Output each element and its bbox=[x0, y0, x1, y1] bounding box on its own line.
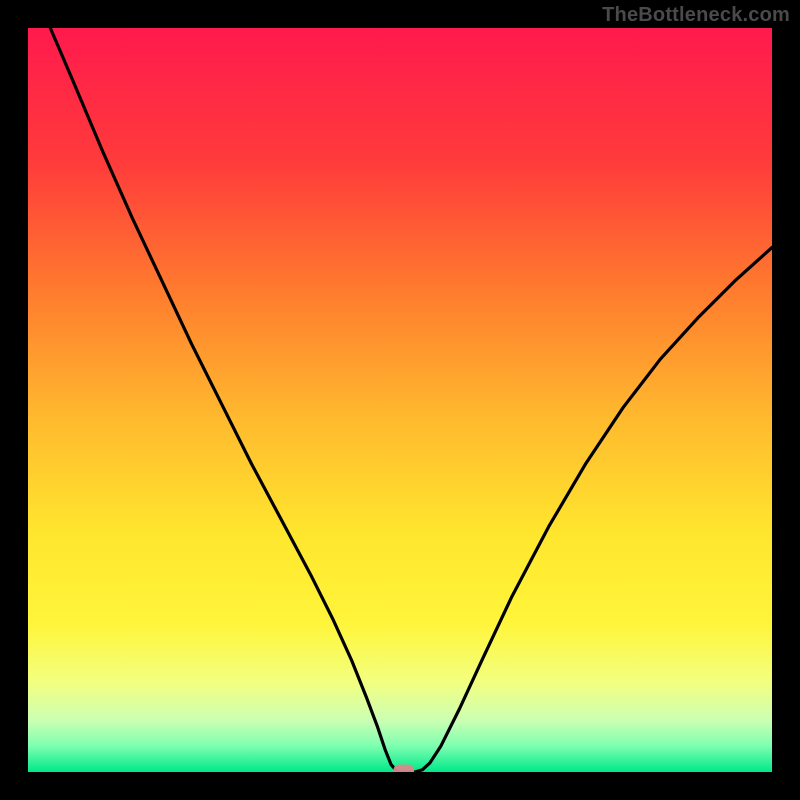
gradient-background bbox=[28, 28, 772, 772]
watermark-text: TheBottleneck.com bbox=[602, 4, 790, 27]
chart-svg bbox=[28, 28, 772, 772]
chart-frame: TheBottleneck.com bbox=[0, 0, 800, 800]
optimum-marker bbox=[393, 765, 414, 772]
plot-area bbox=[28, 28, 772, 772]
